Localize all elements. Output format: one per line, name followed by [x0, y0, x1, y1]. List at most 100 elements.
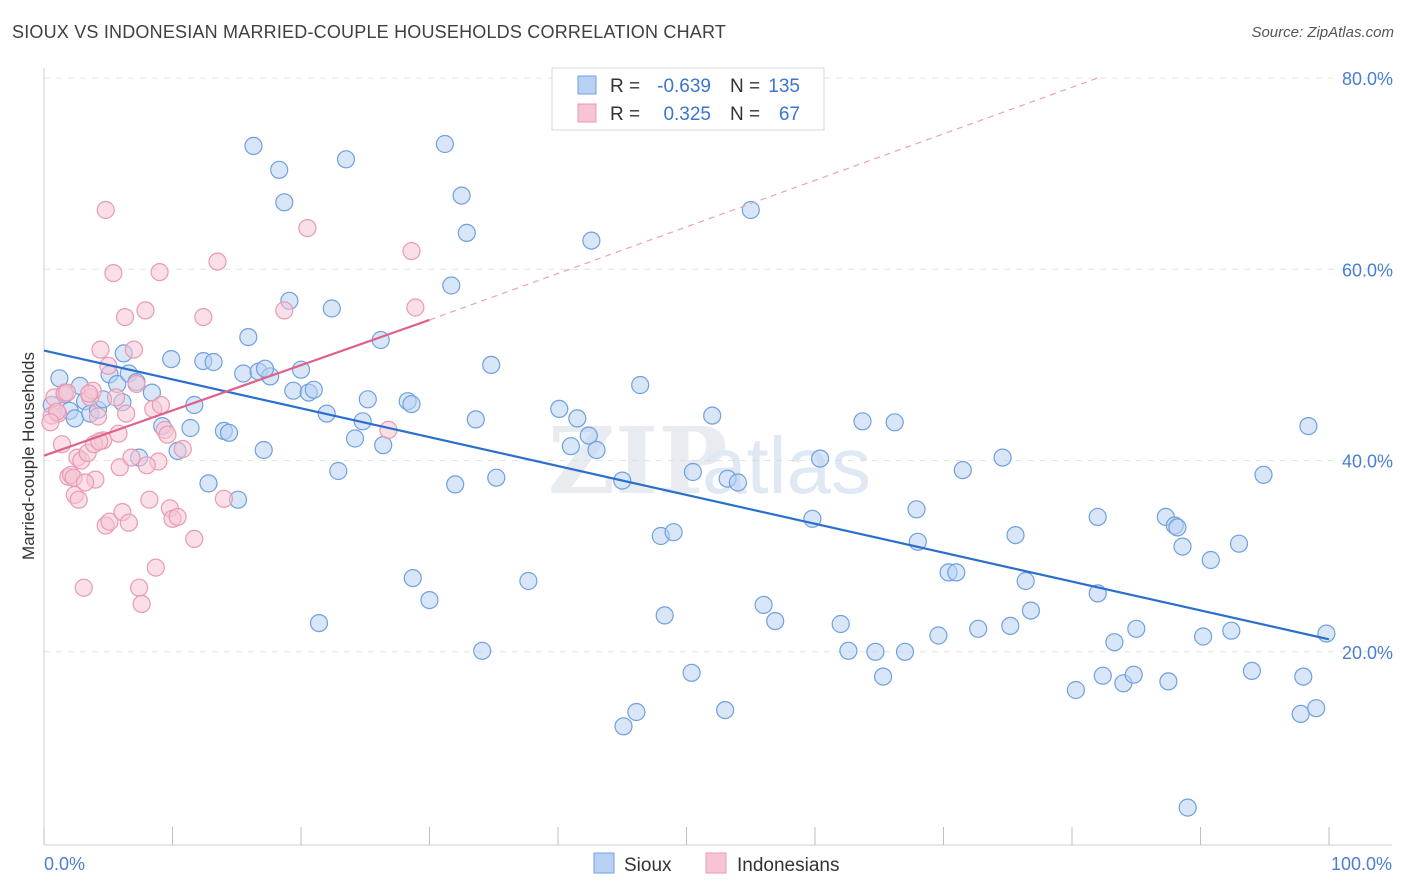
indonesians-point: [117, 404, 136, 423]
sioux-point: [336, 150, 356, 169]
sioux-point: [741, 200, 760, 220]
sioux-point: [754, 595, 773, 615]
indonesians-point: [124, 340, 143, 359]
sioux-point: [895, 642, 915, 661]
sioux-point: [284, 381, 303, 400]
sioux-point: [322, 299, 341, 318]
sioux-point: [1021, 601, 1041, 620]
watermark-atlas: atlas: [702, 421, 871, 510]
sioux-point: [270, 160, 289, 179]
indonesians-bottom-swatch: [705, 852, 727, 874]
sioux-point: [568, 409, 587, 428]
indonesians-point: [146, 558, 165, 577]
sioux-n-value: 135: [768, 76, 800, 97]
y-tick-label: 20.0%: [1342, 643, 1393, 663]
sioux-point: [420, 590, 439, 610]
sioux-point: [839, 641, 858, 660]
sioux-point: [329, 461, 348, 481]
indonesians-point: [151, 395, 170, 415]
sioux-point: [1088, 507, 1107, 527]
sioux-point: [65, 409, 84, 428]
sioux-point: [345, 429, 365, 448]
sioux-point: [1105, 633, 1124, 652]
sioux-point: [1294, 667, 1313, 686]
sioux-point: [254, 440, 273, 460]
y-tick-label: 60.0%: [1342, 260, 1393, 280]
indonesians-point: [41, 413, 60, 432]
sioux-points: [42, 134, 1336, 817]
indonesians-point: [150, 263, 169, 282]
sioux-point: [929, 626, 948, 645]
sioux-point: [457, 223, 476, 242]
sioux-point: [519, 571, 538, 591]
indonesians-point: [173, 439, 192, 459]
trend-lines: [43, 77, 1330, 641]
source-label: Source: ZipAtlas.com: [1251, 24, 1394, 41]
sioux-point: [403, 568, 422, 588]
indonesians-point: [69, 490, 88, 509]
sioux-point: [162, 350, 181, 369]
indonesians-point: [402, 242, 421, 261]
sioux-point: [1159, 672, 1178, 691]
sioux-point: [631, 375, 650, 395]
sioux-n-label: N =: [730, 76, 760, 97]
indonesians-point: [275, 301, 294, 320]
sioux-point: [473, 641, 492, 660]
indonesians-point: [136, 301, 155, 320]
sioux-point: [1254, 465, 1273, 484]
sioux-point: [1299, 417, 1318, 436]
sioux-point: [582, 231, 601, 250]
sioux-point: [358, 390, 377, 409]
sioux-point: [728, 473, 748, 492]
sioux-bottom-swatch: [593, 852, 615, 874]
sioux-point: [703, 406, 722, 425]
sioux-point: [873, 667, 893, 686]
sioux-point: [907, 500, 926, 519]
indonesians-point: [127, 374, 146, 394]
sioux-point: [810, 449, 830, 468]
y-tick-label: 40.0%: [1342, 452, 1393, 472]
sioux-point: [1006, 525, 1025, 545]
sioux-point: [1127, 619, 1146, 638]
sioux-point: [466, 410, 485, 429]
sioux-trend-line: [43, 349, 1330, 641]
sioux-r-value: -0.639: [657, 76, 711, 97]
sioux-point: [181, 418, 200, 438]
sioux-point: [947, 563, 966, 582]
sioux-point: [304, 380, 323, 399]
indonesians-point: [140, 490, 159, 509]
sioux-point: [853, 412, 872, 431]
indonesians-point: [132, 594, 151, 614]
sioux-point: [487, 468, 506, 487]
sioux-point: [831, 614, 850, 634]
x-tick-label-max: 100.0%: [1331, 854, 1392, 874]
sioux-point: [561, 437, 581, 456]
indonesians-point: [57, 383, 77, 402]
indonesians-point: [100, 512, 119, 531]
sioux-point: [1229, 534, 1249, 553]
sioux-point: [374, 436, 393, 455]
sioux-point: [715, 700, 735, 720]
sioux-point: [1291, 704, 1310, 724]
indonesians-point: [137, 456, 156, 475]
indonesians-point: [106, 388, 126, 407]
sioux-point: [1242, 661, 1262, 681]
indonesians-point: [168, 507, 187, 527]
sioux-point: [452, 186, 471, 205]
indonesians-point: [130, 578, 149, 597]
indonesians-point: [119, 513, 138, 532]
y-tick-label: 80.0%: [1342, 69, 1393, 89]
sioux-point: [993, 448, 1012, 467]
indonesians-points: [41, 200, 425, 614]
sioux-point: [1193, 627, 1213, 646]
indonesians-r-label: R =: [610, 104, 640, 125]
sioux-point: [664, 523, 683, 542]
sioux-point: [682, 663, 701, 682]
indonesians-trend-extension: [429, 77, 1098, 321]
sioux-point: [1066, 680, 1086, 700]
indonesians-point: [158, 425, 177, 444]
gridlines: [44, 77, 1392, 653]
x-tick-label-min: 0.0%: [44, 854, 85, 874]
sioux-point: [1001, 616, 1020, 636]
sioux-point: [655, 606, 674, 625]
